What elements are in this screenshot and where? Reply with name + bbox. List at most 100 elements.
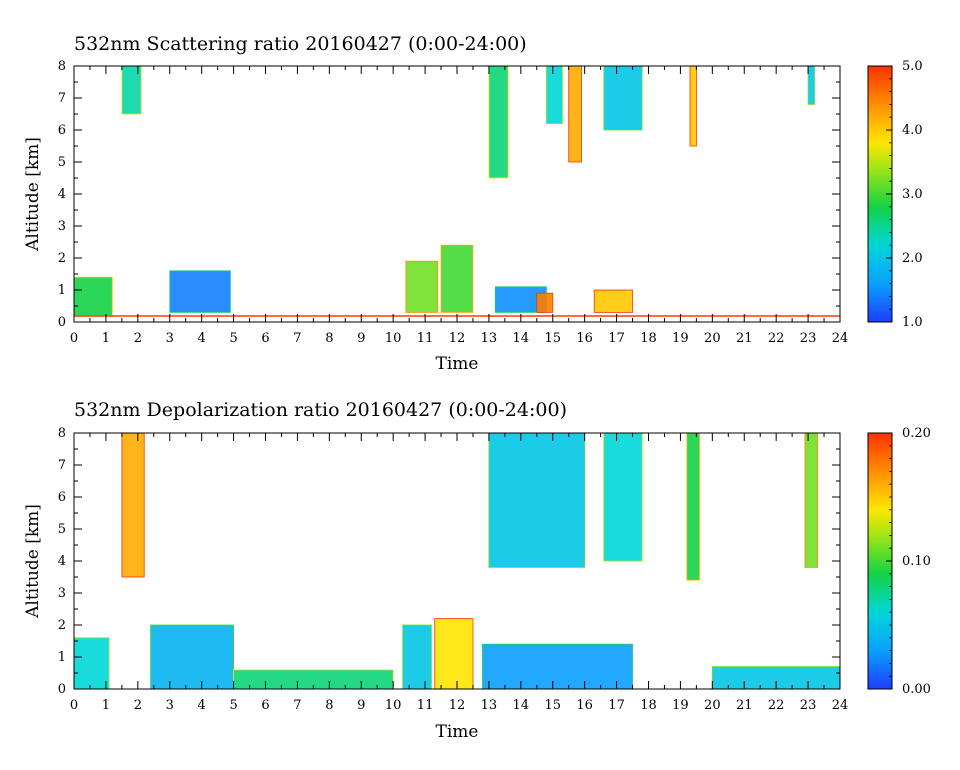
scattering-feature-4 bbox=[440, 244, 474, 313]
depolarization-x-ticks: 0 1 2 3 4 5 6 7 8 9 10 11 12 13 14 15 16 17 18 19 20 21 22 23 24 bbox=[70, 433, 848, 713]
scattering-feature-12 bbox=[689, 65, 697, 147]
scattering-x-tick-label: 13 bbox=[481, 331, 498, 346]
scattering-feature-11 bbox=[603, 65, 643, 131]
scattering-x-tick-label: 5 bbox=[229, 331, 237, 346]
depolarization-y-tick-label: 3 bbox=[58, 586, 66, 601]
depolarization-y-axis-label: Altitude [km] bbox=[23, 504, 43, 619]
depolarization-x-tick-label: 6 bbox=[261, 698, 269, 713]
scattering-x-tick-label: 18 bbox=[640, 331, 657, 346]
scattering-x-tick-label: 0 bbox=[70, 331, 78, 346]
depolarization-y-tick-label: 2 bbox=[58, 618, 66, 633]
depolarization-x-tick-label: 17 bbox=[608, 698, 625, 713]
scattering-y-axis-label: Altitude [km] bbox=[23, 137, 43, 252]
depolarization-y-tick-label: 5 bbox=[58, 522, 66, 537]
depolarization-x-axis-label: Time bbox=[436, 722, 479, 742]
scattering-y-tick-label: 6 bbox=[58, 123, 66, 138]
scattering-x-tick-label: 3 bbox=[166, 331, 174, 346]
scattering-colorbar-tick-label: 4.0 bbox=[902, 123, 923, 138]
scattering-x-tick-label: 21 bbox=[736, 331, 753, 346]
scattering-y-ticks: 0 1 2 3 4 5 6 7 8 bbox=[58, 59, 840, 330]
scattering-x-tick-label: 1 bbox=[102, 331, 110, 346]
scattering-x-tick-label: 19 bbox=[672, 331, 689, 346]
depolarization-colorbar-tick-label: 0.20 bbox=[902, 426, 931, 441]
scattering-colorbar-tick-label: 2.0 bbox=[902, 251, 923, 266]
depolarization-feature-8 bbox=[603, 432, 643, 562]
scattering-feature-2 bbox=[169, 270, 231, 313]
depolarization-ratio-panel: 532nm Depolarization ratio 20160427 (0:0… bbox=[23, 399, 931, 742]
depolarization-feature-1 bbox=[150, 624, 235, 690]
depolarization-feature-2 bbox=[121, 432, 145, 578]
scattering-feature-13 bbox=[807, 65, 815, 105]
scattering-x-tick-label: 7 bbox=[293, 331, 301, 346]
scattering-colorbar-tick-label: 3.0 bbox=[902, 187, 923, 202]
depolarization-feature-10 bbox=[804, 432, 819, 568]
scattering-feature-3 bbox=[405, 260, 439, 313]
depolarization-feature-5 bbox=[434, 618, 474, 690]
scattering-y-tick-label: 8 bbox=[58, 59, 66, 74]
depolarization-x-tick-label: 8 bbox=[325, 698, 333, 713]
scattering-colorbar-tick-label: 1.0 bbox=[902, 315, 923, 330]
depolarization-x-tick-label: 11 bbox=[417, 698, 434, 713]
scattering-ratio-panel: 532nm Scattering ratio 20160427 (0:00-24… bbox=[23, 33, 923, 374]
depolarization-y-tick-label: 8 bbox=[58, 426, 66, 441]
scattering-chart-title: 532nm Scattering ratio 20160427 (0:00-24… bbox=[74, 33, 527, 55]
depolarization-colorbar-tick-label: 0.00 bbox=[902, 682, 931, 697]
depolarization-y-tick-label: 4 bbox=[58, 554, 66, 569]
depolarization-feature-7 bbox=[488, 432, 586, 568]
scattering-x-ticks: 0 1 2 3 4 5 6 7 8 9 10 11 12 13 14 15 16 17 18 19 20 21 22 23 24 bbox=[70, 66, 848, 346]
depolarization-feature-6 bbox=[482, 643, 633, 690]
scattering-y-tick-label: 7 bbox=[58, 91, 66, 106]
depolarization-feature-0 bbox=[73, 637, 110, 690]
scattering-x-tick-label: 24 bbox=[832, 331, 849, 346]
depolarization-y-tick-label: 6 bbox=[58, 490, 66, 505]
scattering-y-tick-label: 3 bbox=[58, 219, 66, 234]
scattering-x-tick-label: 17 bbox=[608, 331, 625, 346]
depolarization-x-tick-label: 19 bbox=[672, 698, 689, 713]
depolarization-y-ticks: 0 1 2 3 4 5 6 7 8 bbox=[58, 426, 840, 697]
scattering-x-tick-label: 10 bbox=[385, 331, 402, 346]
depolarization-x-tick-label: 0 bbox=[70, 698, 78, 713]
scattering-x-tick-label: 6 bbox=[261, 331, 269, 346]
scattering-x-tick-label: 11 bbox=[417, 331, 434, 346]
depolarization-y-tick-label: 1 bbox=[58, 650, 66, 665]
scattering-feature-9 bbox=[568, 65, 582, 163]
scattering-x-tick-label: 2 bbox=[134, 331, 142, 346]
depolarization-x-tick-label: 5 bbox=[229, 698, 237, 713]
scattering-x-axis-label: Time bbox=[436, 354, 479, 374]
depolarization-x-tick-label: 20 bbox=[704, 698, 721, 713]
depolarization-x-tick-label: 18 bbox=[640, 698, 657, 713]
depolarization-y-tick-label: 7 bbox=[58, 458, 66, 473]
scattering-x-tick-label: 15 bbox=[544, 331, 561, 346]
depolarization-x-tick-label: 1 bbox=[102, 698, 110, 713]
depolarization-x-tick-label: 22 bbox=[768, 698, 785, 713]
depolarization-x-tick-label: 4 bbox=[198, 698, 206, 713]
scattering-y-tick-label: 2 bbox=[58, 251, 66, 266]
scattering-colorbar-tick-label: 5.0 bbox=[902, 59, 923, 74]
depolarization-x-tick-label: 12 bbox=[449, 698, 466, 713]
depolarization-x-tick-label: 2 bbox=[134, 698, 142, 713]
depolarization-x-tick-label: 9 bbox=[357, 698, 365, 713]
depolarization-feature-4 bbox=[402, 624, 432, 690]
depolarization-feature-9 bbox=[686, 432, 700, 581]
depolarization-colorbar-ticks: 0.00 0.10 0.20 bbox=[886, 426, 931, 697]
scattering-feature-5 bbox=[488, 65, 509, 179]
scattering-y-tick-label: 4 bbox=[58, 187, 66, 202]
scattering-x-tick-label: 16 bbox=[576, 331, 593, 346]
depolarization-x-tick-label: 13 bbox=[481, 698, 498, 713]
scattering-y-tick-label: 1 bbox=[58, 283, 66, 298]
scattering-x-tick-label: 4 bbox=[198, 331, 206, 346]
depolarization-x-tick-label: 16 bbox=[576, 698, 593, 713]
depolarization-x-tick-label: 14 bbox=[513, 698, 530, 713]
scattering-x-tick-label: 22 bbox=[768, 331, 785, 346]
scattering-x-tick-label: 23 bbox=[800, 331, 817, 346]
scattering-y-tick-label: 0 bbox=[58, 315, 66, 330]
depolarization-y-tick-label: 0 bbox=[58, 682, 66, 697]
scattering-feature-10 bbox=[593, 289, 633, 313]
depolarization-chart-title: 532nm Depolarization ratio 20160427 (0:0… bbox=[74, 399, 567, 421]
depolarization-x-tick-label: 7 bbox=[293, 698, 301, 713]
depolarization-x-tick-label: 15 bbox=[544, 698, 561, 713]
depolarization-x-tick-label: 3 bbox=[166, 698, 174, 713]
scattering-colorbar-ticks: 1.0 2.0 3.0 4.0 5.0 bbox=[886, 59, 923, 330]
scattering-x-tick-label: 20 bbox=[704, 331, 721, 346]
